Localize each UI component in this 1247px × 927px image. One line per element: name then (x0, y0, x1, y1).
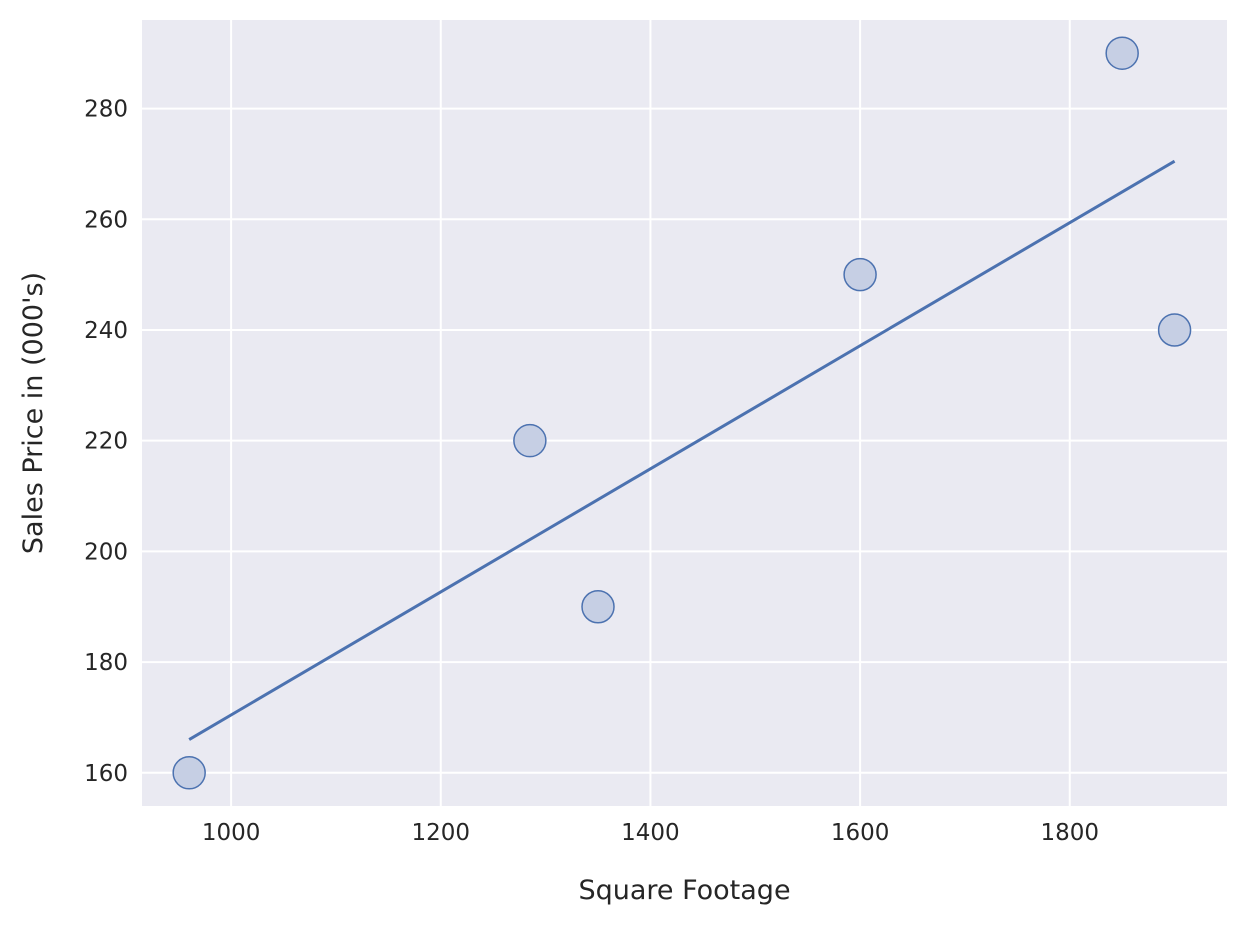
scatter-point (843, 257, 877, 292)
fit-line (188, 159, 1176, 741)
y-tick-labels: 160 180 200 220 240 260 280 (84, 97, 128, 787)
plot-background (142, 20, 1227, 806)
y-tick-label: 160 (84, 761, 128, 787)
x-tick-label: 1400 (621, 820, 680, 846)
scatter-point (1157, 313, 1192, 347)
scatter-point (581, 589, 615, 624)
scatter-point (1105, 36, 1139, 70)
scatter-point (172, 756, 206, 790)
y-tick-label: 260 (84, 207, 128, 233)
fit-line-layer (188, 159, 1176, 741)
x-tick-label: 1600 (831, 820, 890, 846)
x-tick-label: 1800 (1040, 820, 1099, 846)
y-tick-label: 220 (84, 429, 128, 455)
x-axis-label: Square Footage (578, 875, 790, 906)
x-tick-labels: 1000 1200 1400 1600 1800 (202, 820, 1099, 846)
x-tick-label: 1000 (202, 820, 261, 846)
y-tick-label: 240 (84, 318, 128, 344)
x-tick-label: 1200 (411, 820, 470, 846)
y-tick-label: 180 (84, 650, 128, 676)
y-tick-label: 280 (84, 97, 128, 123)
y-tick-label: 200 (84, 539, 128, 565)
y-axis-label: Sales Price in (000's) (18, 272, 49, 554)
scatter-point (513, 423, 547, 458)
data-points (172, 36, 1192, 790)
